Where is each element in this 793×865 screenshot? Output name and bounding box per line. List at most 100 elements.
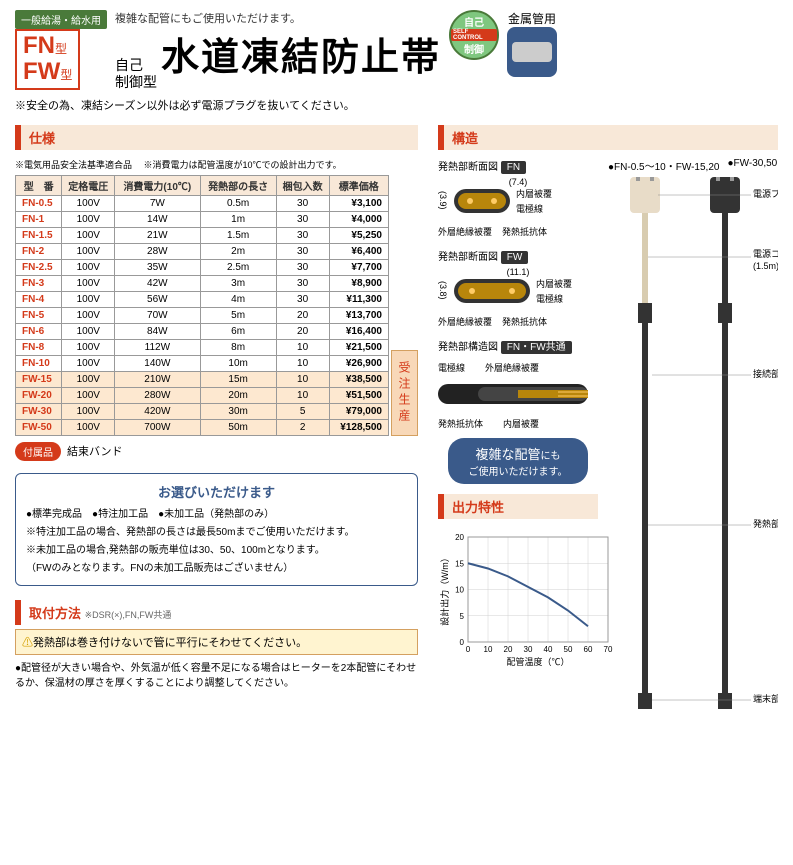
table-cell: 2.5m — [200, 259, 276, 275]
model-fw: FW — [23, 58, 60, 85]
metal-label: 金属管用 — [507, 10, 557, 27]
list-item: ※特注加工品の場合、発熱部の長さは最長50mまでご使用いただけます。 — [26, 523, 407, 538]
svg-text:20: 20 — [504, 645, 513, 654]
table-row: FN-3100V42W3m30¥8,900 — [16, 275, 389, 291]
model-box: FN型 FW型 — [15, 29, 80, 90]
chart-svg: 01020304050607005101520配管温度（℃）設計出力（W/m） — [438, 527, 618, 667]
fn-dim-w: (7.4) — [438, 177, 598, 187]
table-cell: 10 — [276, 339, 329, 355]
common-bottom-labels: 発熱抵抗体 内層被覆 — [438, 417, 598, 430]
spec-table-wrap: 型 番定格電圧消費電力(10℃)発熱部の長さ梱包入数標準価格 FN-0.5100… — [15, 175, 418, 436]
main-title: 自己 制御型 水道凍結防止帯 — [115, 26, 441, 91]
fw-badge: FW — [501, 251, 529, 264]
table-cell: ¥4,000 — [329, 211, 389, 227]
install-header: 取付方法 ※DSR(×),FN,FW共通 — [15, 600, 418, 625]
table-cell: 100V — [62, 419, 115, 435]
table-cell: ¥79,000 — [329, 403, 389, 419]
fw-cross-section: 発熱部断面図 FW (11.1) (3.8) — [438, 248, 598, 328]
table-cell: 100V — [62, 403, 115, 419]
fn-diagram: (3.9) 内層被覆 電極線 — [438, 187, 598, 215]
table-cell: 1m — [200, 211, 276, 227]
common-badge: FN・FW共通 — [501, 341, 572, 354]
table-row: FN-10100V140W10m10¥26,900 — [16, 355, 389, 371]
table-cell: 14W — [115, 211, 200, 227]
table-cell: FN-1.5 — [16, 227, 62, 243]
svg-text:60: 60 — [584, 645, 593, 654]
label-outer: 外層絶縁被覆 — [485, 361, 539, 374]
label-outer: 外層絶縁被覆 — [438, 225, 492, 238]
table-row: FN-2.5100V35W2.5m30¥7,700 — [16, 259, 389, 275]
table-cell: ¥6,400 — [329, 243, 389, 259]
label-resistor: 発熱抵抗体 — [502, 225, 547, 238]
common-label: 発熱部構造図 — [438, 338, 498, 353]
fn-bottom-labels: 外層絶縁被覆 発熱抵抗体 — [438, 225, 598, 238]
fn-cross-label: 発熱部断面図 — [438, 158, 498, 173]
table-cell: ¥8,900 — [329, 275, 389, 291]
fw-cross-label: 発熱部断面図 — [438, 248, 498, 263]
install-header-text: 取付方法 — [29, 606, 81, 621]
order-badge: 受注生産 — [391, 350, 418, 436]
pipe-icon — [507, 27, 557, 77]
category-tag: 一般給湯・給水用 — [15, 10, 107, 29]
label-electrode: 電極線 — [536, 292, 572, 305]
cross-sections: 発熱部断面図 FN (7.4) (3.9) — [438, 158, 598, 780]
table-cell: FN-2 — [16, 243, 62, 259]
table-cell: 700W — [115, 419, 200, 435]
complex-l1: 複雑な配管 — [475, 447, 540, 462]
table-cell: FW-15 — [16, 371, 62, 387]
safety-note: ※安全の為、凍結シーズン以外は必ず電源プラグを抜いてください。 — [15, 97, 778, 113]
table-cell: 100V — [62, 227, 115, 243]
table-cell: 140W — [115, 355, 200, 371]
table-cell: FN-10 — [16, 355, 62, 371]
fw-dim-h: (3.8) — [438, 281, 448, 300]
table-cell: 30m — [200, 403, 276, 419]
table-row: FN-4100V56W4m30¥11,300 — [16, 291, 389, 307]
right-column: 構造 発熱部断面図 FN (7.4) (3.9) — [438, 125, 778, 780]
table-cell: FN-0.5 — [16, 195, 62, 211]
svg-text:50: 50 — [564, 645, 573, 654]
svg-text:0: 0 — [466, 645, 471, 654]
table-cell: 112W — [115, 339, 200, 355]
table-cell: 100V — [62, 211, 115, 227]
model-suffix: 型 — [55, 42, 67, 56]
table-cell: 100V — [62, 307, 115, 323]
svg-text:5: 5 — [460, 611, 465, 620]
table-cell: 8m — [200, 339, 276, 355]
warning-icon: ⚠ — [22, 637, 33, 649]
title-prefix2: 制御型 — [115, 74, 157, 91]
accessory: 付属品 結束バンド — [15, 442, 418, 461]
table-cell: 280W — [115, 387, 200, 403]
table-cell: FW-20 — [16, 387, 62, 403]
table-cell: ¥11,300 — [329, 291, 389, 307]
label-cord-len: (1.5m) — [753, 261, 778, 271]
table-cell: 84W — [115, 323, 200, 339]
table-cell: 20 — [276, 307, 329, 323]
svg-text:設計出力（W/m）: 設計出力（W/m） — [439, 553, 450, 626]
table-cell: 7W — [115, 195, 200, 211]
table-cell: 42W — [115, 275, 200, 291]
plug-headers: ●FN-0.5～10・FW-15,20 ●FW-30,50 — [608, 158, 778, 173]
install-warning-text: 発熱部は巻き付けないで管に平行にそわせてください。 — [33, 637, 307, 649]
install-warning: ⚠発熱部は巻き付けないで管に平行にそわせてください。 — [15, 629, 418, 655]
table-cell: 100V — [62, 259, 115, 275]
fn-labels: 内層被覆 電極線 — [516, 187, 552, 215]
table-cell: 21W — [115, 227, 200, 243]
table-cell: 30 — [276, 259, 329, 275]
table-cell: 4m — [200, 291, 276, 307]
table-cell: 10 — [276, 387, 329, 403]
info-title: お選びいただけます — [26, 482, 407, 501]
badge-mid: SELF CONTROL — [451, 29, 497, 41]
columns: 仕様 ※電気用品安全法基準適合品 ※消費電力は配管温度が10℃での設計出力です。… — [15, 125, 778, 780]
svg-text:10: 10 — [484, 645, 493, 654]
table-cell: FN-2.5 — [16, 259, 62, 275]
install-header-note: ※DSR(×),FN,FW共通 — [85, 610, 172, 620]
table-row: FW-15100V210W15m10¥38,500 — [16, 371, 389, 387]
spec-th: 発熱部の長さ — [200, 175, 276, 195]
spec-th: 型 番 — [16, 175, 62, 195]
left-column: 仕様 ※電気用品安全法基準適合品 ※消費電力は配管温度が10℃での設計出力です。… — [15, 125, 418, 780]
structure-header: 構造 — [438, 125, 778, 150]
table-cell: 50m — [200, 419, 276, 435]
table-cell: ¥51,500 — [329, 387, 389, 403]
complex-usage-box: 複雑な配管にも ご使用いただけます。 — [448, 438, 588, 484]
table-cell: 10 — [276, 355, 329, 371]
